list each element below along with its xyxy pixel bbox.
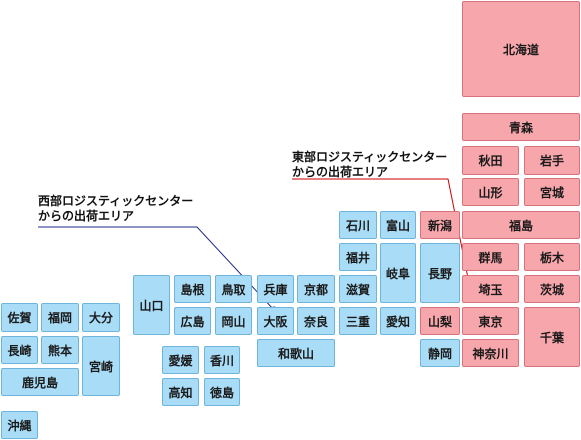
pref-fukuoka[interactable]: 福岡 <box>41 303 79 332</box>
pref-ishikawa[interactable]: 石川 <box>339 211 377 239</box>
pref-chiba[interactable]: 千葉 <box>524 307 580 367</box>
east-callout-text: 東部ロジスティックセンター からの出荷エリア <box>292 150 447 180</box>
pref-fukushima[interactable]: 福島 <box>462 211 580 239</box>
pref-tochigi[interactable]: 栃木 <box>524 243 580 271</box>
pref-mie[interactable]: 三重 <box>339 307 377 335</box>
pref-iwate[interactable]: 岩手 <box>524 146 580 175</box>
pref-nagano[interactable]: 長野 <box>420 243 460 303</box>
pref-nagasaki[interactable]: 長崎 <box>1 336 38 364</box>
pref-saga[interactable]: 佐賀 <box>1 303 38 332</box>
pref-fukui[interactable]: 福井 <box>339 243 377 271</box>
pref-aomori[interactable]: 青森 <box>462 113 580 141</box>
pref-osaka[interactable]: 大阪 <box>257 307 294 335</box>
pref-kagoshima[interactable]: 鹿児島 <box>1 368 79 396</box>
pref-tokushima[interactable]: 徳島 <box>204 378 240 406</box>
pref-shimane[interactable]: 島根 <box>174 275 211 303</box>
pref-oita[interactable]: 大分 <box>82 303 120 332</box>
pref-okayama[interactable]: 岡山 <box>215 307 252 335</box>
west-callout-line-2: からの出荷エリア <box>38 209 135 223</box>
pref-kyoto[interactable]: 京都 <box>297 275 335 303</box>
east-callout-line-1: 東部ロジスティックセンター <box>292 150 448 164</box>
pref-hokkaido[interactable]: 北海道 <box>462 1 580 97</box>
pref-kanagawa[interactable]: 神奈川 <box>462 339 519 367</box>
east-callout-line-2: からの出荷エリア <box>292 165 389 179</box>
pref-ibaraki[interactable]: 茨城 <box>524 275 580 303</box>
pref-hiroshima[interactable]: 広島 <box>174 307 211 335</box>
pref-miyagi[interactable]: 宮城 <box>524 178 580 206</box>
west-callout-line-1: 西部ロジスティックセンター <box>38 194 194 208</box>
pref-yamanashi[interactable]: 山梨 <box>420 307 460 335</box>
pref-wakayama[interactable]: 和歌山 <box>257 339 335 367</box>
pref-okinawa[interactable]: 沖縄 <box>1 411 38 439</box>
west-callout-text: 西部ロジスティックセンター からの出荷エリア <box>38 194 193 224</box>
pref-tottori[interactable]: 鳥取 <box>215 275 252 303</box>
pref-shizuoka[interactable]: 静岡 <box>420 339 460 367</box>
pref-kochi[interactable]: 高知 <box>162 378 199 406</box>
pref-kagawa[interactable]: 香川 <box>204 346 240 374</box>
pref-yamagata[interactable]: 山形 <box>462 178 519 206</box>
pref-yamaguchi[interactable]: 山口 <box>133 275 170 335</box>
pref-saitama[interactable]: 埼玉 <box>462 275 519 303</box>
pref-miyazaki[interactable]: 宮崎 <box>82 336 120 396</box>
pref-kumamoto[interactable]: 熊本 <box>41 336 79 364</box>
pref-gifu[interactable]: 岐阜 <box>380 243 416 303</box>
pref-nara[interactable]: 奈良 <box>297 307 335 335</box>
pref-aichi[interactable]: 愛知 <box>380 307 416 335</box>
pref-niigata[interactable]: 新潟 <box>420 211 460 239</box>
pref-toyama[interactable]: 富山 <box>380 211 416 239</box>
pref-gunma[interactable]: 群馬 <box>462 243 519 271</box>
pref-tokyo[interactable]: 東京 <box>462 307 519 335</box>
pref-hyogo[interactable]: 兵庫 <box>257 275 294 303</box>
pref-akita[interactable]: 秋田 <box>462 146 519 175</box>
pref-shiga[interactable]: 滋賀 <box>339 275 377 303</box>
pref-ehime[interactable]: 愛媛 <box>162 346 199 374</box>
